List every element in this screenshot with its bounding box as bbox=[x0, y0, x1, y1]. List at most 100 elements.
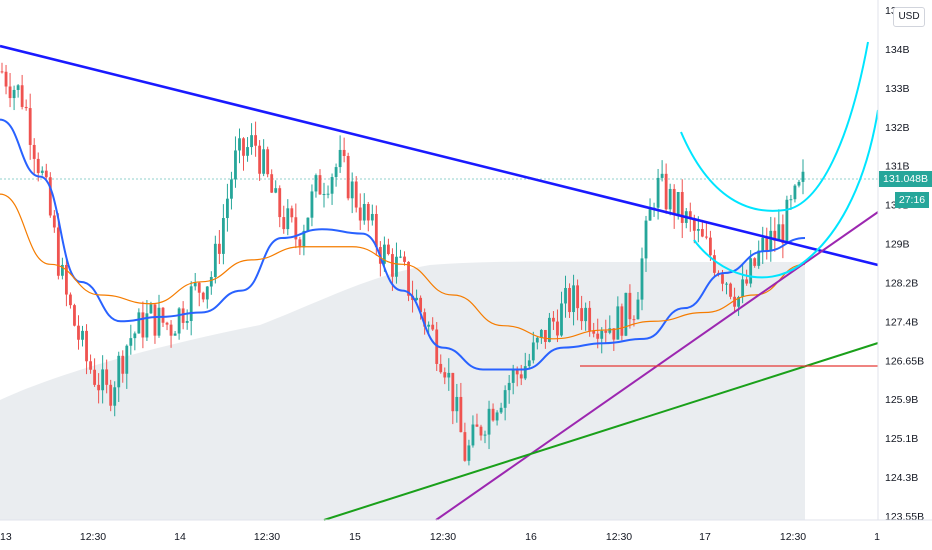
candle-body bbox=[270, 174, 274, 193]
candle-body bbox=[660, 173, 664, 178]
currency-button[interactable]: USD bbox=[893, 7, 925, 27]
candle-body bbox=[97, 384, 101, 391]
candle-body bbox=[761, 237, 765, 251]
y-tick-label: 129B bbox=[885, 239, 910, 251]
candle-body bbox=[415, 297, 418, 301]
y-tick-label: 127.4B bbox=[885, 316, 918, 328]
x-tick-label: 12:30 bbox=[80, 531, 106, 543]
candle-body bbox=[117, 355, 121, 388]
candle-body bbox=[704, 236, 708, 238]
candle-body bbox=[584, 307, 588, 322]
candle-body bbox=[757, 250, 761, 266]
candle-body bbox=[580, 308, 584, 322]
candle-body bbox=[543, 329, 547, 342]
candle-body bbox=[672, 188, 676, 215]
candle-body bbox=[612, 328, 616, 340]
candle-body bbox=[801, 171, 805, 182]
candle-body bbox=[556, 321, 559, 336]
candle-body bbox=[322, 194, 326, 196]
candle-body bbox=[777, 224, 781, 241]
candle-body bbox=[354, 181, 358, 208]
candle-body bbox=[278, 188, 282, 218]
candle-body bbox=[729, 283, 732, 297]
candle-body bbox=[302, 230, 306, 248]
last-price-tag: 131.048B bbox=[879, 171, 932, 187]
price-axis[interactable] bbox=[878, 0, 932, 520]
candle-body bbox=[93, 369, 96, 385]
y-tick-label: 134B bbox=[885, 44, 910, 56]
candle-body bbox=[737, 297, 740, 307]
candle-body bbox=[113, 387, 117, 406]
candle-body bbox=[499, 407, 503, 413]
candle-body bbox=[592, 330, 596, 334]
candle-body bbox=[8, 86, 12, 99]
candle-body bbox=[153, 304, 157, 336]
x-tick-label: 12:30 bbox=[606, 531, 632, 543]
candle-body bbox=[65, 264, 68, 295]
candle-body bbox=[16, 85, 20, 90]
candle-body bbox=[85, 330, 88, 362]
candle-body bbox=[552, 317, 555, 322]
candle-body bbox=[242, 138, 245, 156]
candle-body bbox=[793, 185, 797, 200]
y-tick-label: 123.55B bbox=[885, 511, 924, 523]
candle-body bbox=[391, 254, 394, 277]
candle-body bbox=[560, 303, 563, 336]
candle-body bbox=[254, 135, 257, 146]
candle-body bbox=[234, 150, 237, 180]
candle-body bbox=[330, 177, 334, 194]
candle-body bbox=[181, 308, 185, 323]
descending-resistance-line[interactable] bbox=[0, 44, 879, 267]
candle-body bbox=[700, 229, 704, 237]
candle-body bbox=[668, 188, 672, 210]
x-tick-label: 12:30 bbox=[430, 531, 456, 543]
candle-body bbox=[753, 258, 757, 266]
candle-body bbox=[688, 211, 692, 220]
candle-body bbox=[201, 292, 205, 300]
candle-body bbox=[326, 193, 330, 195]
candle-body bbox=[475, 424, 479, 427]
candle-body bbox=[531, 342, 535, 361]
candle-body bbox=[443, 372, 447, 378]
x-tick-label: 13 bbox=[0, 531, 12, 543]
candle-body bbox=[721, 274, 724, 284]
cup-arc-lower[interactable] bbox=[693, 109, 879, 279]
candle-body bbox=[709, 237, 712, 256]
candle-body bbox=[105, 369, 109, 385]
candle-body bbox=[213, 243, 217, 277]
candle-body bbox=[692, 219, 696, 231]
y-tick-label: 133B bbox=[885, 83, 910, 95]
candle-body bbox=[48, 177, 52, 216]
candle-body bbox=[246, 147, 249, 156]
candle-body bbox=[0, 71, 4, 73]
candle-body bbox=[44, 170, 48, 178]
candle-body bbox=[366, 203, 370, 221]
candle-body bbox=[387, 244, 390, 255]
candle-body bbox=[483, 434, 487, 436]
candle-body bbox=[173, 333, 177, 336]
candle-body bbox=[596, 333, 600, 339]
x-tick-label: 17 bbox=[699, 531, 711, 543]
x-tick-label: 12:30 bbox=[254, 531, 280, 543]
candle-body bbox=[459, 396, 463, 433]
candle-body bbox=[519, 374, 523, 379]
candle-body bbox=[306, 217, 310, 231]
y-tick-label: 125.9B bbox=[885, 394, 918, 406]
candle-body bbox=[189, 286, 193, 322]
candle-body bbox=[548, 317, 551, 342]
long-term-support-line[interactable] bbox=[323, 342, 879, 521]
candle-body bbox=[125, 345, 129, 374]
candle-body bbox=[632, 319, 636, 321]
candle-body bbox=[495, 412, 499, 421]
candle-body bbox=[648, 209, 652, 221]
candle-body bbox=[177, 308, 181, 334]
candle-body bbox=[636, 299, 640, 320]
candle-body bbox=[81, 330, 84, 340]
candle-body bbox=[676, 192, 680, 215]
candle-body bbox=[12, 89, 16, 99]
x-tick-label: 15 bbox=[349, 531, 361, 543]
cup-arc-upper[interactable] bbox=[680, 41, 869, 212]
y-tick-label: 126.65B bbox=[885, 355, 924, 367]
